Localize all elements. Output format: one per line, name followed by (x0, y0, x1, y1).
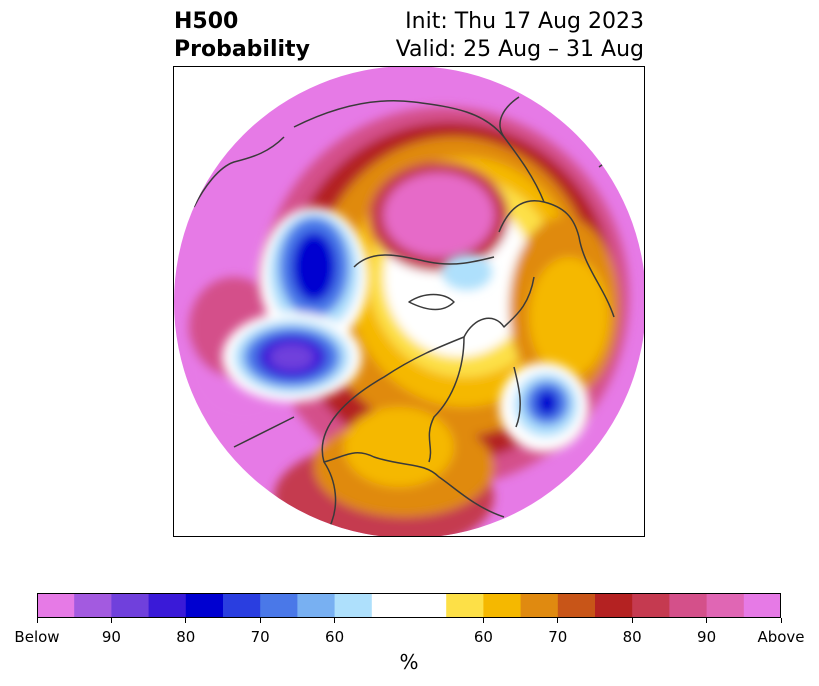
colorbar-segment (37, 593, 75, 618)
colorbar-segment (223, 593, 261, 618)
colorbar-tick-label: Below (14, 628, 60, 646)
colorbar-segment (297, 593, 336, 618)
colorbar-tick (259, 618, 261, 623)
colorbar-tick (185, 618, 187, 623)
colorbar-segment (669, 593, 708, 618)
colorbar-tick (110, 618, 112, 623)
coastlines (193, 91, 644, 536)
colorbar-segment (148, 593, 187, 618)
colorbar-tick (482, 618, 484, 623)
colorbar-tick-label: 60 (473, 628, 493, 646)
colorbar-tick-label: 70 (548, 628, 568, 646)
colorbar-segment (111, 593, 150, 618)
colorbar-tick-label: 80 (176, 628, 196, 646)
colorbar-tick-label: 90 (101, 628, 121, 646)
colorbar-tick (36, 618, 38, 623)
colorbar-svg (37, 593, 782, 618)
colorbar-units: % (399, 650, 419, 674)
colorbar-segment (483, 593, 522, 618)
map (174, 67, 644, 536)
map-panel (173, 66, 645, 537)
colorbar-segment (446, 593, 484, 618)
colorbar-segment (409, 593, 447, 618)
colorbar-tick (631, 618, 633, 623)
colorbar-segment (74, 593, 112, 618)
title-right: Init: Thu 17 Aug 2023 Valid: 25 Aug – 31… (396, 8, 644, 64)
colorbar-tick-label: 90 (697, 628, 717, 646)
title-left: H500 Probability (174, 8, 310, 64)
colorbar-segment (743, 593, 782, 618)
colorbar-segment (185, 593, 224, 618)
title-variable: H500 (174, 9, 239, 34)
colorbar (37, 593, 782, 618)
probability-field (174, 67, 644, 536)
colorbar-tick-label: Above (757, 628, 805, 646)
colorbar-tick-label: 70 (250, 628, 270, 646)
colorbar-segment (334, 593, 373, 618)
colorbar-segment (595, 593, 633, 618)
colorbar-segment (260, 593, 298, 618)
colorbar-border (37, 593, 781, 618)
colorbar-segment (632, 593, 670, 618)
colorbar-tick (706, 618, 708, 623)
colorbar-tick (780, 618, 782, 623)
colorbar-segment (371, 593, 410, 618)
colorbar-segment (557, 593, 596, 618)
colorbar-tick-label: 80 (622, 628, 642, 646)
colorbar-segment (520, 593, 559, 618)
title-subtitle: Probability (174, 37, 310, 62)
init-date: Init: Thu 17 Aug 2023 (405, 9, 644, 34)
colorbar-tick (557, 618, 559, 623)
colorbar-tick (334, 618, 336, 623)
colorbar-tick-label: 60 (325, 628, 345, 646)
colorbar-segment (706, 593, 745, 618)
valid-range: Valid: 25 Aug – 31 Aug (395, 37, 644, 62)
